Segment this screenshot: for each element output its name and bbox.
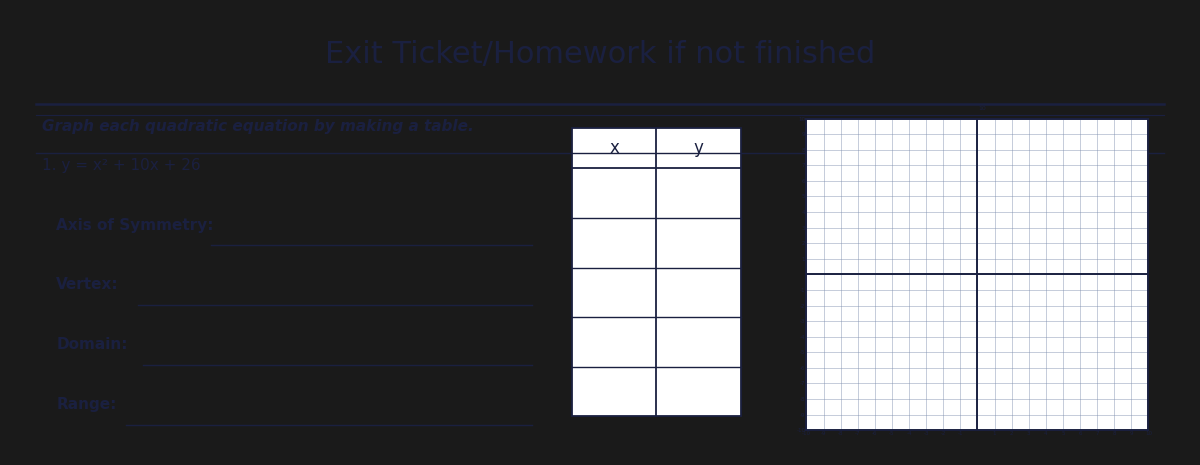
Text: 10: 10 [979, 106, 986, 111]
Text: Exit Ticket/Homework if not finished: Exit Ticket/Homework if not finished [325, 40, 875, 69]
Text: Domain:: Domain: [56, 337, 128, 352]
Bar [571, 128, 742, 417]
Text: Vertex:: Vertex: [56, 278, 119, 292]
Text: 1. y = x² + 10x + 26: 1. y = x² + 10x + 26 [42, 158, 200, 173]
Text: x: x [610, 139, 619, 157]
Text: Graph each quadratic equation by making a table.: Graph each quadratic equation by making … [42, 119, 473, 134]
Text: Range:: Range: [56, 397, 116, 412]
Text: Axis of Symmetry:: Axis of Symmetry: [56, 218, 214, 232]
Text: y: y [694, 139, 703, 157]
